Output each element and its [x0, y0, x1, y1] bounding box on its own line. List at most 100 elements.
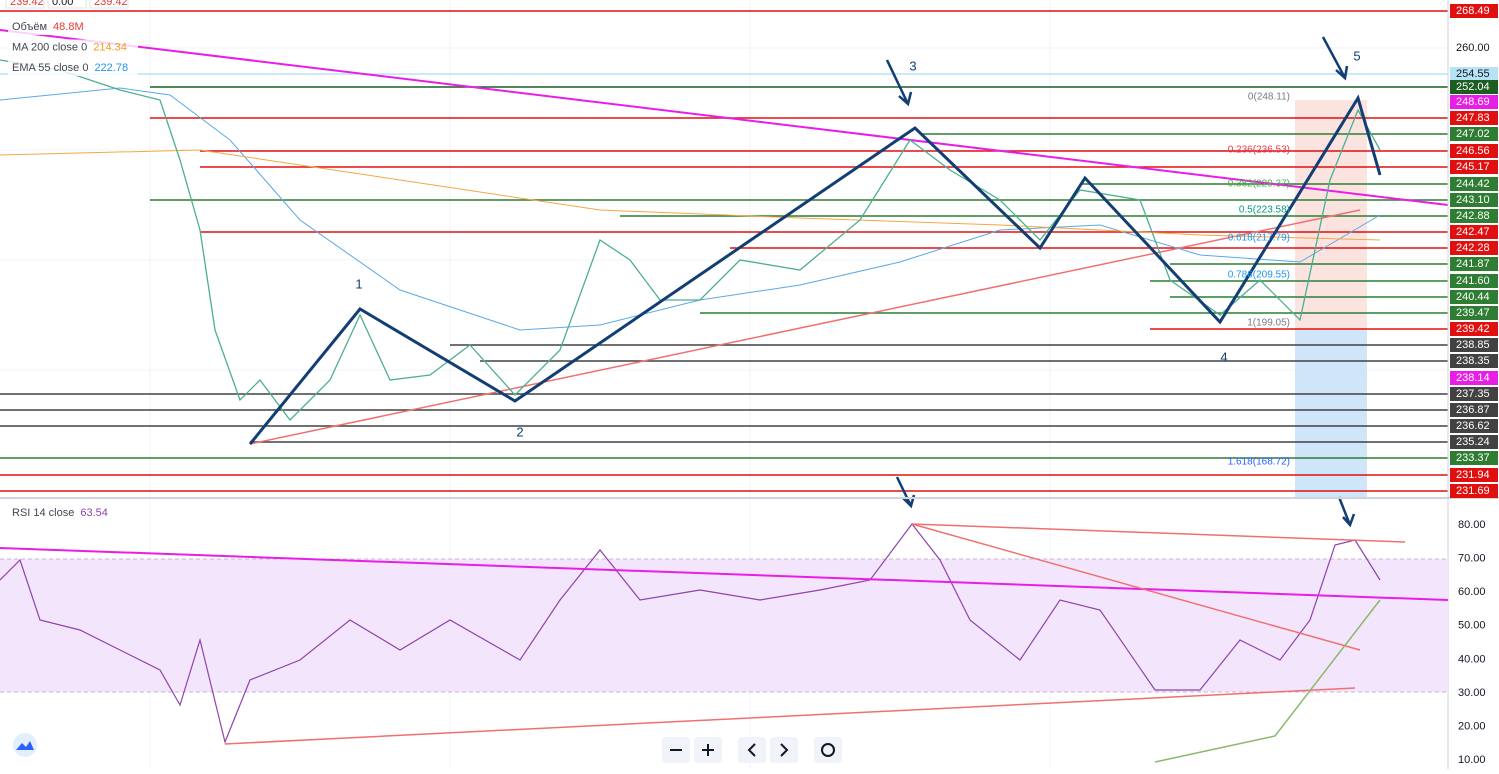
logo[interactable]: [13, 733, 37, 757]
price-label: 238.35: [1456, 355, 1490, 367]
price-label: 240.44: [1456, 291, 1490, 303]
price-levels: [0, 10, 1448, 492]
price-label-bg: [1450, 257, 1498, 271]
price-label: 268.49: [1456, 5, 1490, 17]
legend-value: 214.34: [93, 41, 127, 53]
legend-value: 222.78: [94, 62, 128, 74]
price-label: 238.14: [1456, 372, 1490, 384]
fib-label: 0.618(217.79): [1228, 233, 1290, 244]
price-label-bg: [1450, 274, 1498, 288]
price-label-bg: [1450, 127, 1498, 141]
fib-label: 1.618(168.72): [1228, 457, 1290, 468]
wave-label: 1: [355, 276, 362, 291]
logo-icon: [16, 741, 34, 750]
fib-label: 0.382(229.37): [1228, 179, 1290, 190]
price-label-bg: [1450, 144, 1498, 158]
reset[interactable]: [814, 737, 842, 763]
price-label: 260.00: [1456, 42, 1490, 54]
rsi-line: [0, 523, 1381, 744]
fib-zone-red: [1295, 100, 1367, 330]
price-label-bg: [1450, 306, 1498, 320]
rsi-tick-label: 50.00: [1458, 620, 1486, 632]
price-label-bg: [1450, 290, 1498, 304]
rsi-trend: [0, 547, 1449, 601]
price-label: 241.87: [1456, 258, 1490, 270]
fib-label: 0.236(236.53): [1228, 145, 1290, 156]
legend-bg: [8, 39, 138, 56]
rsi-tick-label: 10.00: [1458, 754, 1486, 766]
wave-lines: [248, 94, 1382, 445]
price-label-bg: [1450, 80, 1498, 94]
legend-value: 48.8M: [53, 21, 84, 33]
wave-label: 4: [1220, 349, 1227, 364]
price-label-bg: [1450, 451, 1498, 465]
reset-icon: [821, 743, 835, 757]
price-label-bg: [1450, 193, 1498, 207]
price-label-bg: [1450, 484, 1498, 498]
trend-line: [249, 209, 1361, 445]
price-label: 237.35: [1456, 388, 1490, 400]
price-label-bg: [1450, 67, 1498, 81]
ema-line: [0, 87, 1381, 331]
price-label: 248.69: [1456, 96, 1490, 108]
price-label-bg: [1450, 435, 1498, 449]
price-label-bg: [1450, 177, 1498, 191]
price-label: 254.55: [1456, 68, 1490, 80]
price-label-bg: [1450, 403, 1498, 417]
price-label: 242.28: [1456, 242, 1490, 254]
rsi-tick-label: 60.00: [1458, 586, 1486, 598]
rsi-value: 63.54: [80, 507, 108, 519]
price-label: 242.47: [1456, 226, 1490, 238]
fib-zone-blue: [1295, 330, 1367, 497]
ma-line: [0, 149, 1381, 241]
arrows: [885, 36, 1356, 528]
rsi-label: RSI 14 close: [12, 507, 74, 519]
price-label-bg: [1450, 225, 1498, 239]
price-label: 236.62: [1456, 420, 1490, 432]
symbol-value-bg: [5, 0, 45, 9]
price-path: [0, 59, 1381, 421]
price-label: 235.24: [1456, 436, 1490, 448]
price-label: 247.02: [1456, 128, 1490, 140]
price-label: 236.87: [1456, 404, 1490, 416]
price-label-bg: [1450, 338, 1498, 352]
legend-label: EMA 55 close 0: [12, 62, 88, 74]
legend-bg: [8, 60, 138, 76]
scroll-left[interactable]: [738, 737, 766, 763]
symbol-value: 0.00: [52, 0, 73, 8]
price-label-bg: [1450, 95, 1498, 109]
price-label: 239.42: [1456, 323, 1490, 335]
scroll-left-icon: [747, 743, 756, 757]
scroll-right-icon: [780, 743, 789, 757]
price-label-bg: [1450, 468, 1498, 482]
fib-label: 0.786(209.55): [1228, 270, 1290, 281]
fib-label: 0(248.11): [1248, 92, 1290, 103]
rsi-tick-label: 20.00: [1458, 721, 1486, 733]
price-label: 233.37: [1456, 452, 1490, 464]
rsi-band: [0, 559, 1448, 692]
price-label: 241.60: [1456, 275, 1490, 287]
rsi-fan: [1154, 599, 1381, 763]
rsi-trend: [911, 523, 1361, 651]
rsi-tick-label: 40.00: [1458, 653, 1486, 665]
price-label-bg: [1450, 209, 1498, 223]
scroll-right[interactable]: [770, 737, 798, 763]
price-label: 231.69: [1456, 485, 1490, 497]
price-label-bg: [1450, 322, 1498, 336]
symbol-value: 239.42: [10, 0, 44, 8]
price-label: 238.85: [1456, 339, 1490, 351]
legend-bg: [8, 19, 138, 35]
price-label: 245.17: [1456, 161, 1490, 173]
rsi-trend: [224, 687, 1356, 745]
rsi-tick-label: 30.00: [1458, 687, 1486, 699]
toolbar: [662, 737, 842, 763]
price-label: 244.42: [1456, 178, 1490, 190]
price-label: 231.94: [1456, 469, 1490, 481]
price-label-bg: [1450, 160, 1498, 174]
wave-label: 5: [1353, 48, 1360, 63]
price-label: 242.88: [1456, 210, 1490, 222]
symbol-value-bg: [47, 0, 87, 9]
price-label: 247.83: [1456, 112, 1490, 124]
price-label-bg: [1450, 419, 1498, 433]
rsi-tick-label: 80.00: [1458, 519, 1486, 531]
